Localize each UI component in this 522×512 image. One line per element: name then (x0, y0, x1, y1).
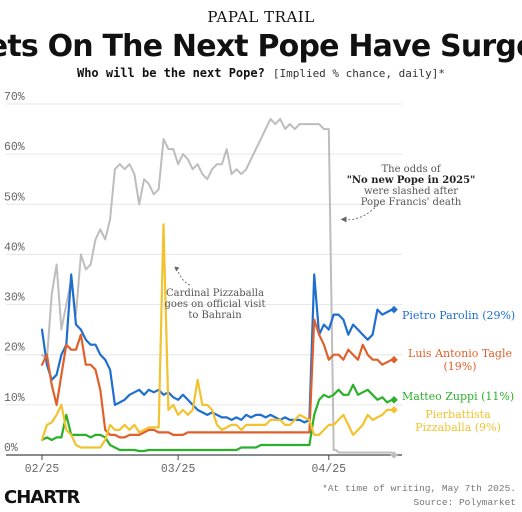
subtitle-note: [Implied % chance, daily]* (273, 67, 445, 80)
subtitle: Who will be the next Pope? (77, 66, 265, 80)
series-labels: Pietro Parolin (29%) Luis Antonio Tagle (1… (402, 309, 515, 434)
footnote: *At time of writing, May 7th 2025. (322, 483, 516, 494)
end-marker-parolin (390, 305, 398, 314)
grid (6, 103, 402, 456)
y-tick-label: 70% (4, 91, 25, 104)
series-label-parolin: Pietro Parolin (29%) (402, 309, 515, 322)
series-line-parolin (40, 273, 394, 424)
annotation-arrow (176, 269, 191, 286)
y-tick-label: 30% (4, 292, 25, 305)
y-tick-label: 50% (4, 191, 25, 204)
subtitle-line: Who will be the next Pope? [Implied % ch… (77, 64, 445, 81)
end-marker-tagle (390, 355, 398, 364)
x-tick-label: 02/25 (25, 463, 60, 476)
end-marker-zuppi (390, 396, 398, 404)
y-tick-label: 20% (4, 342, 25, 355)
x-tick-label: 03/25 (161, 463, 196, 476)
annotation-no-pope-odds: The odds of "No new Pope in 2025" were sla… (347, 164, 476, 208)
annotation-arrowhead (174, 266, 180, 272)
annotation-arrow (344, 204, 379, 221)
x-tick-label: 04/25 (312, 463, 347, 476)
end-marker-pizzaballa (390, 406, 398, 414)
series-lines (40, 118, 394, 454)
annotations: Cardinal Pizzaballa goes on official visi… (165, 164, 476, 321)
series-label-pizzaballa: Pierbattista Pizzaballa (9%) (415, 408, 501, 434)
annotation-pizzaballa-visit: Cardinal Pizzaballa goes on official visi… (165, 288, 266, 321)
y-tick-label: 0% (4, 442, 18, 455)
series-line-zuppi (40, 383, 394, 453)
source: Source: Polymarket (413, 497, 516, 508)
y-tick-label: 40% (4, 241, 25, 254)
y-tick-label: 60% (4, 141, 25, 154)
series-line-no_pope (41, 118, 393, 454)
y-tick-label: 10% (4, 392, 25, 405)
series-label-tagle: Luis Antonio Tagle (19%) (408, 347, 512, 373)
y-axis-ticks: 0% 10% 20% 30% 40% 50% 60% 70% (4, 91, 25, 455)
headline: Bets On The Next Pope Have Surged (0, 29, 522, 64)
series-line-tagle (40, 318, 394, 439)
end-markers (390, 305, 398, 459)
kicker: PAPAL TRAIL (207, 8, 314, 26)
end-marker-no_pope (390, 451, 398, 459)
brand-logo: CHARTR (4, 487, 81, 508)
annotation-arrowhead (340, 216, 347, 223)
series-label-zuppi: Matteo Zuppi (11%) (402, 390, 514, 403)
series-line-pizzaballa (40, 223, 394, 449)
x-axis-ticks: 02/25 03/25 04/25 (25, 455, 346, 476)
